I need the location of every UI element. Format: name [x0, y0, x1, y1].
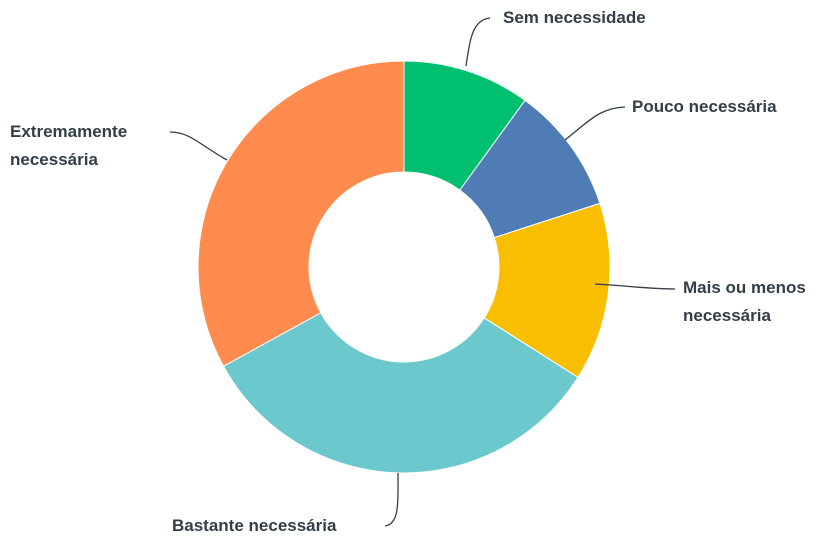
leader-line — [384, 472, 399, 527]
donut-slice — [483, 202, 611, 379]
slice-label: Sem necessidade — [503, 8, 646, 27]
donut-slice — [222, 312, 579, 474]
leader-line — [465, 17, 491, 67]
slice-label: Mais ou menos necessária — [683, 278, 806, 325]
slice-label: Pouco necessária — [632, 97, 777, 116]
leader-line — [564, 106, 626, 141]
donut-slice — [197, 60, 405, 367]
leader-line — [594, 283, 676, 290]
leader-line — [169, 131, 228, 161]
slice-label: Bastante necessária — [172, 516, 337, 535]
slice-label: Extremamente necessária — [10, 122, 128, 169]
